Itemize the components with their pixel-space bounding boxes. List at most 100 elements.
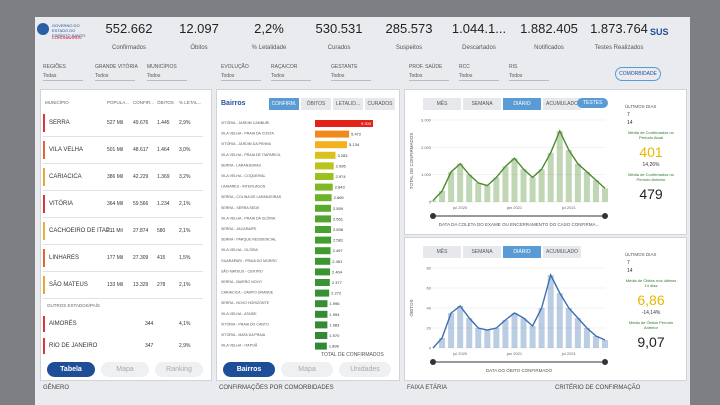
metric-tab[interactable]: CURADOS bbox=[365, 98, 395, 110]
filter-value[interactable]: Todos bbox=[509, 73, 549, 81]
bar bbox=[529, 326, 536, 348]
view-button[interactable]: Unidades bbox=[339, 362, 391, 377]
filter[interactable]: EVOLUÇÃO Todos bbox=[221, 64, 261, 81]
row-divider bbox=[43, 136, 203, 137]
slider-handle bbox=[602, 213, 608, 219]
period-tab[interactable]: DIÁRIO bbox=[503, 246, 541, 258]
filter[interactable]: REGIÕES Todas bbox=[43, 64, 83, 81]
bar-label: VILA VELHA - COQUEIRAL bbox=[221, 174, 266, 178]
filter-value[interactable]: Todos bbox=[147, 73, 187, 81]
bar bbox=[484, 330, 491, 348]
column-header: CONFIR... bbox=[133, 100, 154, 105]
days-option[interactable]: 7 bbox=[627, 112, 630, 118]
filter-value[interactable]: Todos bbox=[271, 73, 311, 81]
bar bbox=[439, 338, 446, 348]
bar bbox=[315, 300, 328, 308]
row-divider bbox=[43, 298, 203, 299]
y-tick-label: 3.000 bbox=[421, 118, 432, 123]
bar bbox=[430, 200, 436, 202]
period-tab[interactable]: MÊS bbox=[423, 246, 461, 258]
cell: 278 bbox=[157, 282, 166, 288]
bar-value: 1.970 bbox=[329, 333, 340, 338]
filter[interactable]: RCC Todos bbox=[459, 64, 499, 81]
bar bbox=[315, 130, 350, 138]
bar bbox=[511, 313, 518, 348]
period-tab[interactable]: ACUMULADO bbox=[543, 98, 581, 110]
bar bbox=[315, 279, 330, 286]
period-tab[interactable]: SEMANA bbox=[463, 98, 501, 110]
x-tick-label: jul 2021 bbox=[561, 205, 577, 210]
filter[interactable]: RIS Todos bbox=[509, 64, 549, 81]
kpi-label: Confirmados bbox=[111, 45, 146, 51]
metric-tab[interactable]: LETALID... bbox=[333, 98, 363, 110]
bar bbox=[448, 313, 455, 348]
row-flag bbox=[43, 222, 45, 240]
y-axis-title: ÓBITOS bbox=[408, 300, 414, 317]
bar-label: VILA VELHA - PRAIA DA COSTA bbox=[221, 132, 274, 136]
period-tab[interactable]: ACUMULADO bbox=[543, 246, 581, 258]
cell: 501 Mil bbox=[107, 147, 124, 153]
row-divider bbox=[43, 244, 203, 245]
row-flag bbox=[43, 141, 45, 159]
filter-value[interactable]: Todos bbox=[409, 73, 449, 81]
bar bbox=[592, 336, 599, 348]
filter-value[interactable]: Todos bbox=[331, 73, 371, 81]
bar-value: 1.994 bbox=[329, 312, 340, 317]
view-button[interactable]: Bairros bbox=[223, 362, 275, 377]
previous-value: 479 bbox=[639, 186, 663, 202]
cell: 1,5% bbox=[179, 255, 191, 261]
cell: SÃO MATEUS bbox=[49, 282, 88, 288]
metric-tab[interactable]: CONFIRM. bbox=[269, 98, 299, 110]
filter-value[interactable]: Todas bbox=[43, 73, 83, 81]
filter-value[interactable]: Todos bbox=[459, 73, 499, 81]
row-flag bbox=[43, 168, 45, 186]
bar bbox=[315, 151, 336, 159]
filter[interactable]: GESTANTE Todos bbox=[331, 64, 371, 81]
days-option[interactable]: 7 bbox=[627, 260, 630, 266]
filter[interactable]: MUNICÍPIOS Todos bbox=[147, 64, 187, 81]
bar bbox=[315, 321, 328, 329]
cell: 133 Mil bbox=[107, 282, 124, 288]
view-button[interactable]: Tabela bbox=[47, 362, 95, 377]
bar-value: 2.581 bbox=[333, 238, 344, 243]
filter-value[interactable]: Todos bbox=[221, 73, 261, 81]
bar bbox=[475, 182, 482, 202]
sus-logo: SUS bbox=[650, 27, 669, 37]
period-tab[interactable]: SEMANA bbox=[463, 246, 501, 258]
bar bbox=[493, 177, 500, 202]
current-value: 401 bbox=[639, 144, 663, 160]
municipality-panel: MUNICÍPIO POPULA... CONFIR... ÓBITOS % LETAL… bbox=[40, 89, 212, 381]
side-title: ÚLTIMOS DIAS bbox=[625, 104, 657, 109]
days-option[interactable]: 14 bbox=[627, 120, 633, 126]
view-button[interactable]: Ranking bbox=[155, 362, 203, 377]
trend-line bbox=[432, 129, 606, 202]
y-tick-label: 1.000 bbox=[421, 172, 432, 177]
slider-handle bbox=[430, 359, 436, 365]
period-tab[interactable]: MÊS bbox=[423, 98, 461, 110]
metric-tab[interactable]: ÓBITOS bbox=[301, 98, 331, 110]
filter[interactable]: RAÇA/COR Todos bbox=[271, 64, 311, 81]
neighborhood-panel: VITÓRIA - JARDIM CAMBURI 9.300 VILA VELHA … bbox=[216, 89, 400, 381]
filter[interactable]: GRANDE VITÓRIA Todos bbox=[95, 64, 138, 81]
bar-value: 2.559 bbox=[333, 206, 344, 211]
y-axis-title: TOTAL DE CONFIRMADOS bbox=[409, 133, 414, 189]
kpi: 1.882.405 Notificados bbox=[515, 21, 583, 54]
toggle[interactable]: TESTES bbox=[577, 98, 609, 108]
previous-value: 9,07 bbox=[637, 334, 665, 350]
current-value: 6,86 bbox=[637, 292, 665, 308]
bar-label: SERRA - JACARAÍPE bbox=[221, 227, 257, 231]
footer-label: CONFIRMAÇÕES POR COMORBIDADES bbox=[219, 385, 334, 391]
column-header: ÓBITOS bbox=[157, 100, 174, 105]
days-option[interactable]: 14 bbox=[627, 268, 633, 274]
x-axis-title: DATA DO ÓBITO CONFIRMADO bbox=[486, 367, 553, 373]
y-tick-label: 80 bbox=[427, 266, 432, 271]
comorbidity-button[interactable]: COMORBIDADE bbox=[615, 67, 661, 81]
bar-label: SERRA - NOVO HORIZONTE bbox=[221, 301, 270, 305]
view-button[interactable]: Mapa bbox=[281, 362, 333, 377]
bar-label: VILA VELHA - GLÓRIA bbox=[221, 247, 259, 252]
view-button[interactable]: Mapa bbox=[101, 362, 149, 377]
filter[interactable]: PROF. SAÚDE Todos bbox=[409, 64, 449, 81]
period-tab[interactable]: DIÁRIO bbox=[503, 98, 541, 110]
filter-value[interactable]: Todos bbox=[95, 73, 135, 81]
cell: 1.369 bbox=[157, 174, 170, 180]
